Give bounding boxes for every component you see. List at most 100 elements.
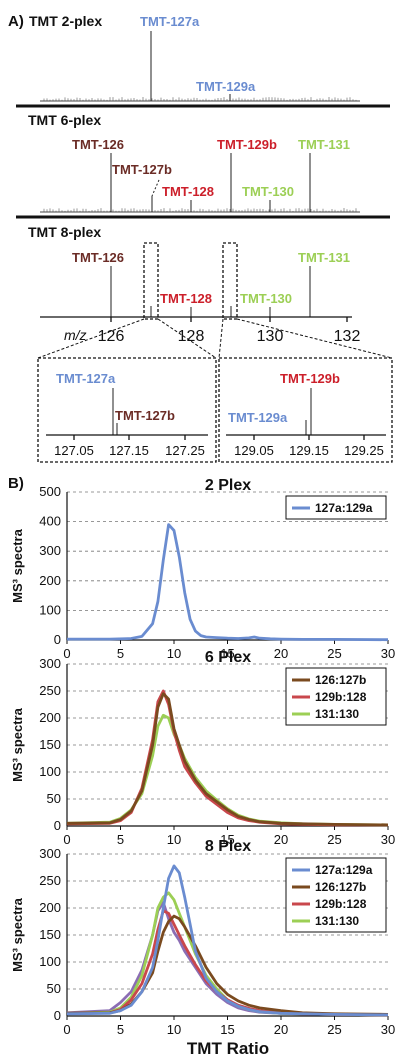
x-tick-label: 30: [381, 646, 395, 661]
noise-2plex: [43, 97, 357, 101]
tick-label-130: 130: [257, 328, 284, 345]
y-tick-label: 200: [39, 573, 61, 588]
peak-label-tmt-129a: TMT-129a: [196, 79, 256, 94]
zoom-panel-129: TMT-129b TMT-129a 129.05 129.15 129.25: [218, 357, 393, 463]
y-tick-label: 200: [39, 900, 61, 915]
tick-label-126: 126: [98, 328, 125, 345]
peak-label-tmt-128: TMT-128: [162, 184, 214, 199]
zoom-tick-129-15: 129.15: [289, 443, 329, 458]
panel-a-label: A): [8, 13, 24, 30]
x-tick-label: 25: [327, 1022, 341, 1037]
spectrum-6plex-title: TMT 6-plex: [28, 112, 101, 128]
x-tick-label: 25: [327, 832, 341, 847]
peak-label-tmt-126: TMT-126: [72, 137, 124, 152]
zoom-tick-127-25: 127.25: [165, 443, 205, 458]
chart-title: 8 Plex: [205, 838, 251, 855]
x-tick-label: 5: [117, 646, 124, 661]
y-tick-label: 100: [39, 602, 61, 617]
peak-label-8plex-126: TMT-126: [72, 250, 124, 265]
x-tick-label: 10: [167, 646, 181, 661]
legend-label: 126:127b: [315, 673, 366, 687]
zoom-connector-1a: [37, 318, 145, 359]
zoom-panel-127-frame: [37, 357, 217, 463]
peak-label-8plex-130: TMT-130: [240, 291, 292, 306]
x-tick-label: 0: [63, 646, 70, 661]
y-tick-label: 0: [54, 632, 61, 647]
y-tick-label: 0: [54, 1008, 61, 1023]
x-tick-label: 15: [220, 646, 234, 661]
x-tick-label: 25: [327, 646, 341, 661]
y-tick-label: 150: [39, 737, 61, 752]
y-tick-label: 100: [39, 764, 61, 779]
y-tick-label: 50: [47, 981, 61, 996]
spectrum-2plex: TMT 2-plex TMT-127a TMT-129a: [16, 13, 390, 108]
spectrum-8plex: TMT 8-plex TMT-126 TMT-128 TMT-130 TMT-1…: [28, 224, 393, 359]
y-tick-label: 50: [47, 791, 61, 806]
peak-label-8plex-131: TMT-131: [298, 250, 350, 265]
x-tick-label: 10: [167, 1022, 181, 1037]
legend-label: 126:127b: [315, 880, 366, 894]
y-tick-label: 300: [39, 543, 61, 558]
y-tick-label: 250: [39, 873, 61, 888]
y-tick-label: 300: [39, 656, 61, 671]
y-tick-label: 250: [39, 683, 61, 698]
x-tick-label: 0: [63, 832, 70, 847]
y-tick-label: 0: [54, 818, 61, 833]
peak-label-8plex-128: TMT-128: [160, 291, 212, 306]
x-tick-label: 20: [274, 1022, 288, 1037]
series-line: [67, 523, 389, 642]
legend-label: 131:130: [315, 914, 359, 928]
chart-title: 2 Plex: [205, 477, 251, 494]
zoom-box-127: [143, 242, 159, 320]
series-line: [66, 864, 389, 1017]
legend-label: 127a:129a: [315, 501, 373, 515]
zoom-panel-127: TMT-127a TMT-127b 127.05 127.15 127.25: [37, 357, 217, 463]
pointer-127b: [151, 179, 160, 197]
spectrum-2plex-title: TMT 2-plex: [29, 13, 102, 29]
chart-title: 6 Plex: [205, 649, 251, 666]
zoom-label-tmt-129b: TMT-129b: [280, 371, 340, 386]
y-tick-label: 500: [39, 484, 61, 499]
x-tick-label: 5: [117, 832, 124, 847]
x-tick-label: 20: [274, 832, 288, 847]
x-tick-label: 30: [381, 832, 395, 847]
zoom-label-tmt-129a: TMT-129a: [228, 410, 288, 425]
zoom-box-129: [222, 242, 238, 320]
peak-label-tmt-127a: TMT-127a: [140, 14, 200, 29]
peak-label-tmt-130: TMT-130: [242, 184, 294, 199]
zoom-tick-129-05: 129.05: [234, 443, 274, 458]
spectrum-6plex: TMT 6-plex TMT-126 TMT-127b TMT-128 TMT-…: [16, 112, 390, 219]
zoom-connector-2a: [218, 318, 224, 359]
zoom-panel-129-frame: [218, 357, 393, 463]
y-tick-label: 300: [39, 846, 61, 861]
legend-label: 131:130: [315, 707, 359, 721]
x-tick-label: 0: [63, 1022, 70, 1037]
x-axis-label: TMT Ratio: [187, 1039, 269, 1058]
y-tick-label: 200: [39, 710, 61, 725]
y-axis-label: MS³ spectra: [10, 897, 25, 971]
peak-label-tmt-127b: TMT-127b: [112, 162, 172, 177]
spectrum-8plex-title: TMT 8-plex: [28, 224, 101, 240]
y-axis-label: MS³ spectra: [10, 707, 25, 781]
line-chart-1: 2 Plex 0 100 200 300 400 500 0 5 10 15 20 25 30 MS³ sp…: [10, 477, 395, 661]
x-tick-label: 10: [167, 832, 181, 847]
y-tick-label: 400: [39, 514, 61, 529]
x-tick-label: 15: [220, 1022, 234, 1037]
zoom-label-tmt-127b: TMT-127b: [115, 408, 175, 423]
y-tick-label: 150: [39, 927, 61, 942]
legend-label: 127a:129a: [315, 863, 373, 877]
zoom-connector-2b: [236, 318, 393, 359]
y-tick-label: 100: [39, 954, 61, 969]
zoom-tick-127-05: 127.05: [54, 443, 94, 458]
noise-6plex: [43, 208, 357, 212]
peak-label-tmt-129b: TMT-129b: [217, 137, 277, 152]
tick-label-132: 132: [334, 328, 361, 345]
x-tick-label: 5: [117, 1022, 124, 1037]
axis-label-mz: m/z: [64, 327, 87, 343]
legend-label: 129b:128: [315, 690, 367, 704]
line-chart-3: 8 Plex 0 50 100 150 200 250 300 0 5 10 15 20 25 30 MS³ …: [10, 838, 395, 1058]
legend-label: 129b:128: [315, 897, 367, 911]
